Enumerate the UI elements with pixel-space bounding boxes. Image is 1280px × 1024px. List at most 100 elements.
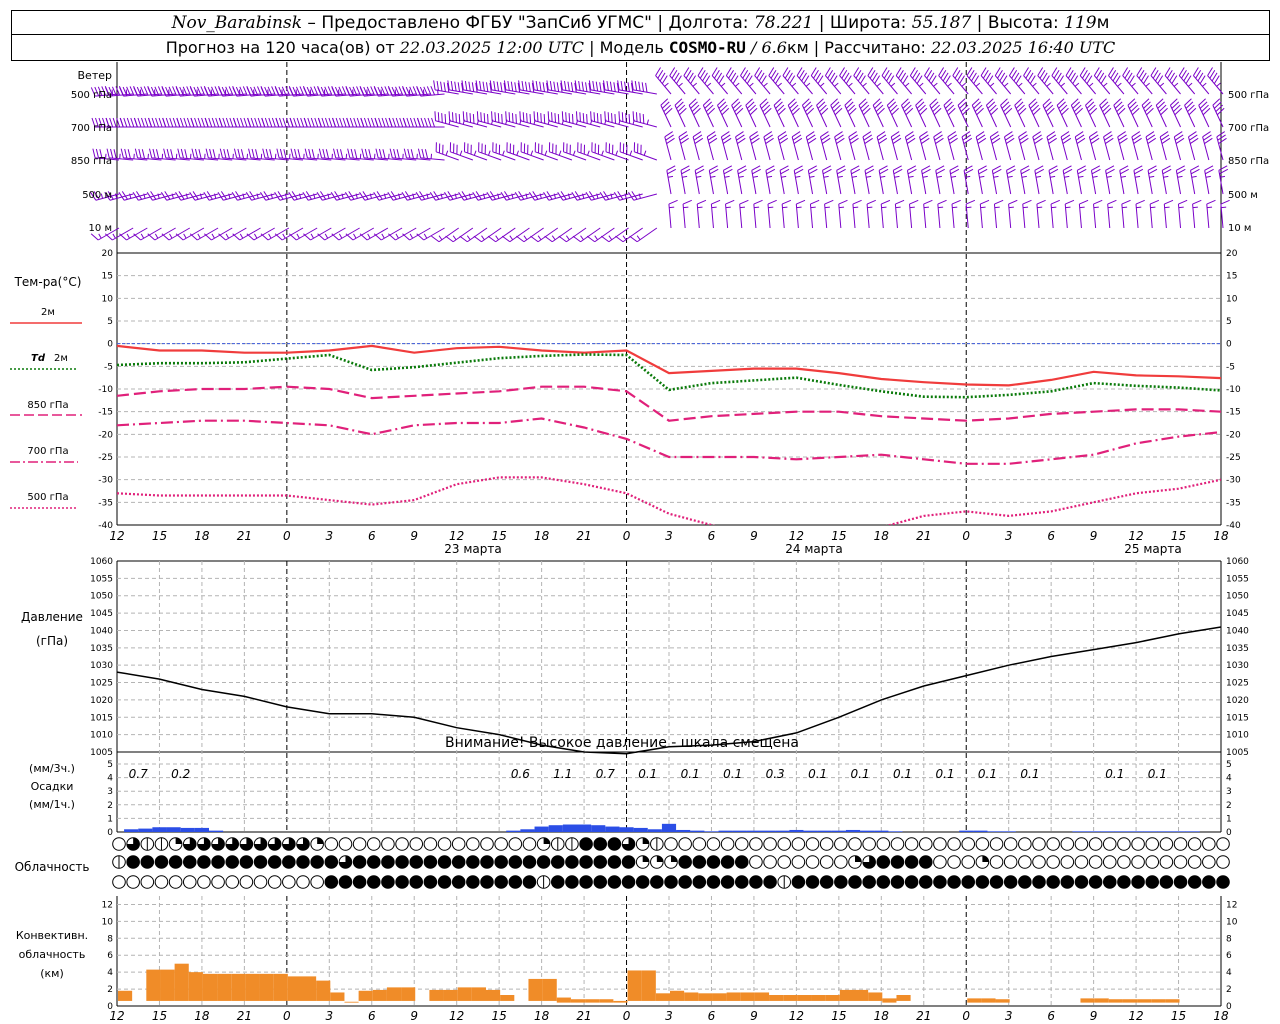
precip-bar xyxy=(577,824,592,832)
cloud-cover-symbol xyxy=(819,875,834,889)
cloud-cover-symbol xyxy=(876,837,891,851)
wind-barb xyxy=(560,80,587,95)
wind-barb xyxy=(977,165,988,195)
cloud-cover-symbol xyxy=(1018,837,1032,851)
convective-bar xyxy=(443,989,458,1001)
convective-bar xyxy=(585,999,600,1003)
precip-bar xyxy=(704,831,719,832)
date-label: 24 марта xyxy=(785,542,842,556)
precip-bar xyxy=(520,829,535,832)
wind-barb xyxy=(725,199,735,229)
y-tick-label: 1 xyxy=(1226,814,1232,824)
wind-barb xyxy=(989,131,1001,161)
wind-level-label-right: 10 м xyxy=(1228,223,1251,234)
x-hour-label: 15 xyxy=(492,1009,507,1023)
wind-barb xyxy=(866,199,876,229)
wind-barb xyxy=(947,131,958,161)
wind-barb xyxy=(617,80,643,95)
cloud-cover-symbol xyxy=(1088,837,1103,851)
cloud-cover-symbol xyxy=(1046,837,1060,851)
cloud-cover-symbol xyxy=(140,837,155,851)
x-hour-label: 15 xyxy=(152,529,167,543)
y-tick-label: 1055 xyxy=(90,574,113,584)
cloud-cover-symbol xyxy=(437,875,452,889)
wind-barb xyxy=(1028,98,1041,128)
wind-barb xyxy=(655,67,672,95)
cloud-cover-symbol xyxy=(635,855,650,869)
wind-barb xyxy=(534,142,558,161)
cloud-cover-symbol xyxy=(692,855,707,869)
precip-3h-label: 0.1 xyxy=(1105,767,1124,781)
wind-barb xyxy=(574,80,601,95)
cloud-cover-symbol xyxy=(1102,837,1117,851)
convective-bar xyxy=(344,1001,359,1003)
precip-bar xyxy=(718,830,733,832)
cloud-cover-symbol xyxy=(1187,837,1202,851)
convective-bar xyxy=(1151,999,1166,1003)
wind-barb xyxy=(1127,98,1140,128)
precip-3h-label: 0.1 xyxy=(638,767,657,781)
cloud-cover-symbol xyxy=(239,875,254,889)
precip-bar xyxy=(647,829,662,832)
y-tick-label: 6 xyxy=(1226,951,1232,961)
wind-barb xyxy=(1216,131,1227,161)
wind-barb xyxy=(1173,131,1185,161)
cloud-cover-symbol xyxy=(324,855,339,869)
date-label: 25 марта xyxy=(1124,542,1181,556)
cloud-cover-symbol xyxy=(650,837,664,851)
y-tick-label: 8 xyxy=(1226,934,1232,944)
wind-barb xyxy=(505,111,530,128)
cloud-cover-symbol xyxy=(154,855,169,869)
wind-barb xyxy=(177,148,204,161)
wind-barb xyxy=(824,199,834,229)
wind-barb xyxy=(1135,199,1145,229)
date-label: 23 марта xyxy=(444,542,501,556)
wind-barb xyxy=(575,111,601,128)
wind-barb xyxy=(417,148,445,161)
y-tick-label: 1030 xyxy=(1226,661,1249,671)
wind-barb xyxy=(1207,67,1224,95)
wind-barb xyxy=(660,98,673,128)
precip-bar xyxy=(789,829,804,832)
wind-barb xyxy=(923,199,933,229)
wind-barb xyxy=(965,199,976,229)
wind-barb xyxy=(1093,199,1103,229)
convective-bar xyxy=(556,997,571,1003)
convective-bar xyxy=(486,989,501,1001)
wind-level-label: 10 м xyxy=(89,223,112,234)
wind-barb xyxy=(1119,165,1129,195)
wind-barb xyxy=(489,80,516,95)
precip-3h-label: 0.2 xyxy=(171,767,190,781)
cloud-cover-symbol xyxy=(706,837,721,851)
cloud-cover-symbol xyxy=(282,875,296,889)
precip-bar xyxy=(1129,831,1144,832)
station-name: Nov_Barabinsk xyxy=(171,13,302,33)
wind-barb xyxy=(629,227,658,243)
wind-barb xyxy=(886,98,899,128)
wind-barb xyxy=(435,142,459,161)
wind-barb xyxy=(462,111,488,128)
model-res-unit: км xyxy=(786,38,809,57)
convective-bar xyxy=(712,993,727,1001)
wind-barb xyxy=(262,148,289,161)
cloud-cover-symbol xyxy=(451,875,466,889)
precip-3h-label: 0.1 xyxy=(1148,767,1167,781)
cloud-cover-symbol xyxy=(126,837,140,851)
cloud-cover-symbol xyxy=(522,875,537,889)
wind-barb xyxy=(487,227,516,243)
wind-barb xyxy=(304,148,332,161)
convective-bar xyxy=(641,970,656,1001)
wind-barb xyxy=(830,98,843,128)
cloud-cover-symbol xyxy=(678,855,692,869)
x-hour-label: 6 xyxy=(368,529,376,543)
wind-barb xyxy=(722,165,733,195)
wind-barb xyxy=(1108,67,1125,95)
precip-bar xyxy=(180,827,195,832)
wind-barb xyxy=(782,67,799,95)
wind-barb xyxy=(706,131,718,161)
wind-barb xyxy=(805,131,817,161)
wind-barb xyxy=(577,142,601,161)
cloud-cover-symbol xyxy=(466,837,480,851)
wind-level-label: 500 гПа xyxy=(71,90,112,101)
conv-title-3: (км) xyxy=(40,967,64,980)
